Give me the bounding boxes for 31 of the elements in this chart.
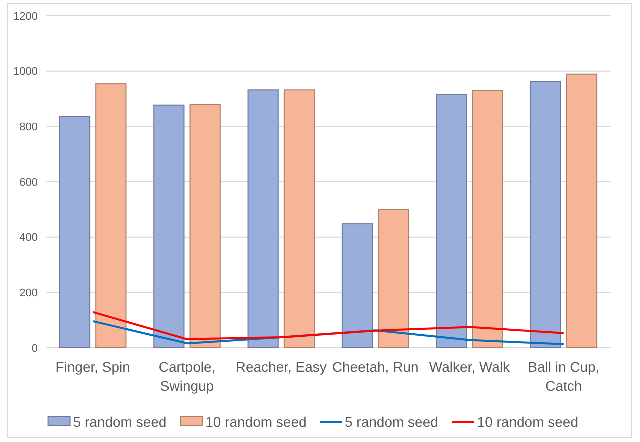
bar xyxy=(154,104,185,348)
bar xyxy=(96,84,127,348)
x-tick-label: Ball in Cup, Catch xyxy=(528,359,600,394)
x-tick-label: Cartpole, Swingup xyxy=(158,359,216,394)
x-tick-label: Walker, Walk xyxy=(429,359,512,375)
bar xyxy=(472,90,504,348)
legend-label: 10 random seed xyxy=(206,414,307,430)
line-series xyxy=(92,311,565,340)
y-tick-label: 1200 xyxy=(14,10,38,23)
bar xyxy=(378,209,410,348)
bar xyxy=(248,90,279,348)
y-tick-label: 0 xyxy=(32,342,38,355)
y-tick-label: 400 xyxy=(20,232,38,244)
x-tick-label: Cheetah, Run xyxy=(332,359,419,375)
bar xyxy=(284,90,316,348)
y-tick-label: 200 xyxy=(20,288,38,300)
y-tick-label: 800 xyxy=(20,122,38,134)
y-tick-label: 600 xyxy=(20,176,38,189)
bar xyxy=(59,116,91,348)
legend-label: 5 random seed xyxy=(73,414,167,430)
legend-label: 5 random seed xyxy=(345,414,438,430)
bar xyxy=(342,224,374,348)
bar xyxy=(530,81,562,348)
bar xyxy=(436,94,468,348)
y-tick-label: 1000 xyxy=(14,66,38,78)
bar xyxy=(190,104,221,348)
bar xyxy=(566,74,598,348)
x-tick-label: Finger, Spin xyxy=(56,359,130,375)
legend-label: 10 random seed xyxy=(477,414,578,430)
line-series xyxy=(92,320,565,346)
x-tick-label: Reacher, Easy xyxy=(236,359,327,375)
